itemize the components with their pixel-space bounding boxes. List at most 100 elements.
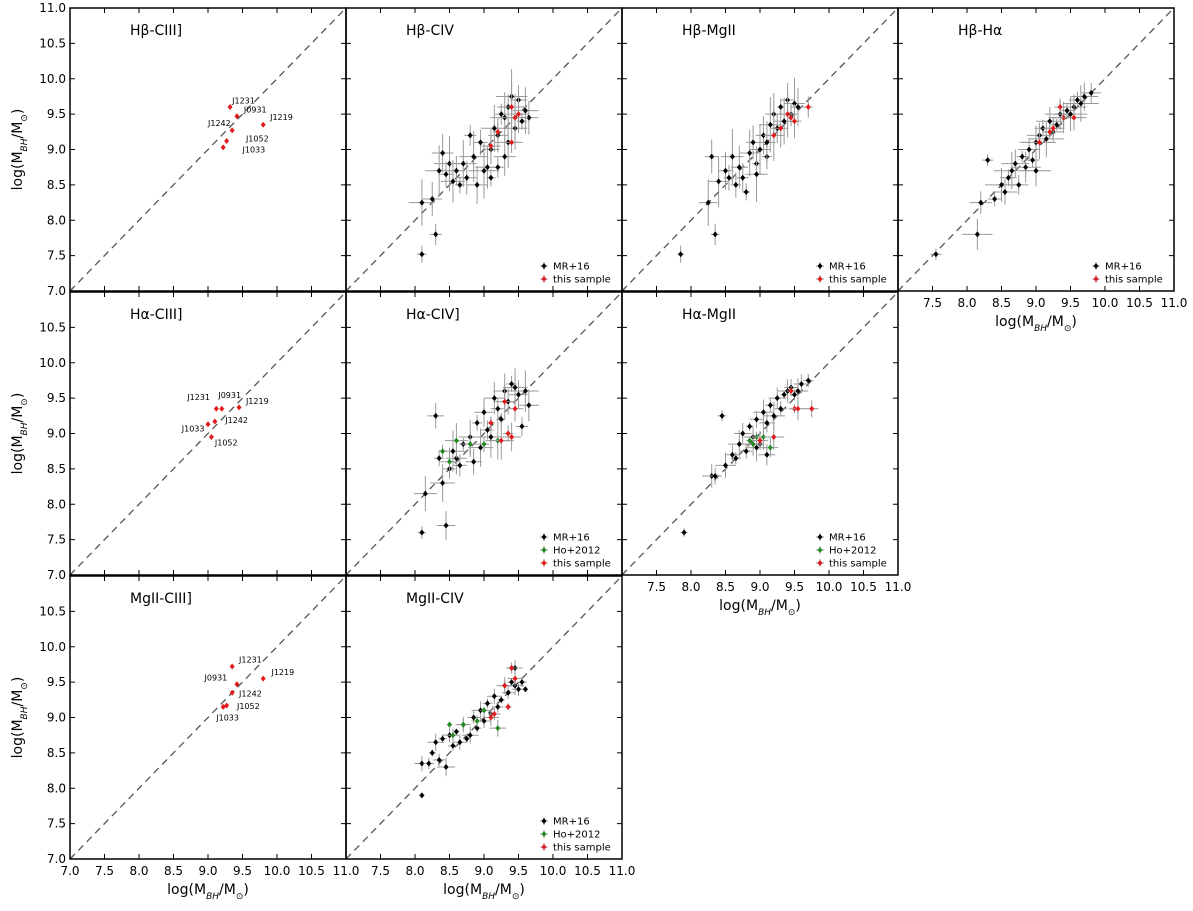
data-point [792,100,797,107]
data-point [743,448,749,455]
data-point [488,174,494,181]
data-point [213,405,219,412]
data-point [436,455,442,462]
data-point [795,405,801,412]
data-point [747,437,753,444]
x-axis-title: log(MBH/M⊙) [443,882,525,902]
x-tick-label: 7.0 [60,864,79,878]
y-tick-label: 7.0 [47,852,66,866]
data-point [757,437,763,444]
legend-item-mr16: MR+16 [816,262,866,273]
legend-label: this sample [829,559,887,570]
data-point [519,679,525,686]
annotation-label: J1033 [215,713,239,722]
data-point [1043,135,1049,142]
panel-title: Hα-MgII [682,307,736,323]
data-point [1009,167,1015,174]
data-point [453,728,459,735]
x-tick-label: 9.5 [233,864,252,878]
panel-title: MgII-CIII] [130,591,192,607]
y-tick-label: 9.5 [47,391,66,405]
data-point [429,196,435,203]
legend-marker [817,263,823,269]
data-point [433,739,439,746]
legend-item-ho2012: Ho+2012 [540,546,600,557]
data-point [419,199,425,206]
data-point [740,430,746,437]
data-point [453,437,459,444]
data-point [805,104,811,111]
x-tick-label: 8.5 [164,864,183,878]
x-tick-label: 9.5 [509,864,528,878]
data-point [474,181,480,188]
data-point [512,114,518,121]
data-point [450,448,456,455]
data-point [778,125,784,132]
data-point [681,529,687,536]
data-point [236,404,242,411]
data-point [1002,188,1008,195]
x-tick-label: 8.0 [957,296,976,310]
legend-label: Ho+2012 [553,546,600,557]
data-point [453,455,459,462]
data-point [495,405,501,412]
data-point [781,118,787,125]
data-point [460,721,466,728]
x-tick-label: 7.5 [923,296,942,310]
x-tick-label: 10.5 [1126,296,1153,310]
x-tick-label: 11.0 [333,864,360,878]
data-point [498,696,504,703]
data-point [502,398,508,405]
data-point [498,111,504,118]
data-point [788,114,794,121]
annotation-label: J1231 [238,655,262,664]
data-point [509,139,515,146]
data-point [234,113,240,120]
data-point [481,441,487,448]
data-point [481,707,487,714]
annotation-label: J1231 [231,97,255,106]
panel-title: Hβ-MgII [682,23,736,39]
data-point [433,231,439,238]
data-point [726,174,732,181]
panel-hb-ha: 7.5 8.0 8.5 9.0 9.5 10.0 10.5 11.0 log(MBH/M⊙) Hβ… [897,7,1187,334]
data-point [1071,114,1077,121]
x-tick-label: 9.5 [785,580,804,594]
data-point [764,419,770,426]
data-point [1057,104,1063,111]
data-point [498,437,504,444]
data-point [491,395,497,402]
data-point [260,675,266,682]
data-point [792,118,797,125]
data-point [467,441,473,448]
data-point [678,251,684,258]
x-tick-label: 10.5 [850,580,877,594]
legend-marker [541,276,547,282]
data-point [419,529,425,536]
data-point [709,153,715,160]
data-point [1016,181,1022,188]
data-point [422,490,428,497]
series-this-sample [752,385,819,451]
x-tick-label: 10.5 [298,864,325,878]
data-point [978,199,984,206]
data-point [516,686,521,693]
series-this-sample [481,81,530,163]
x-axis-title: log(MBH/M⊙) [167,882,249,902]
data-point [471,714,477,721]
data-point [809,405,815,412]
legend-label: MR+16 [553,533,590,544]
data-point [474,725,480,732]
data-point [212,418,218,425]
data-point [450,178,456,185]
data-point [767,402,773,409]
data-point [457,739,463,746]
data-point [767,444,773,451]
y-tick-label: 9.0 [47,143,66,157]
y-tick-label: 7.0 [47,568,66,582]
legend-item-sample: this sample [816,275,887,286]
legend-item-mr16: MR+16 [816,533,866,544]
data-point [805,377,811,384]
data-point [1036,139,1042,146]
series-this-sample [205,404,242,441]
